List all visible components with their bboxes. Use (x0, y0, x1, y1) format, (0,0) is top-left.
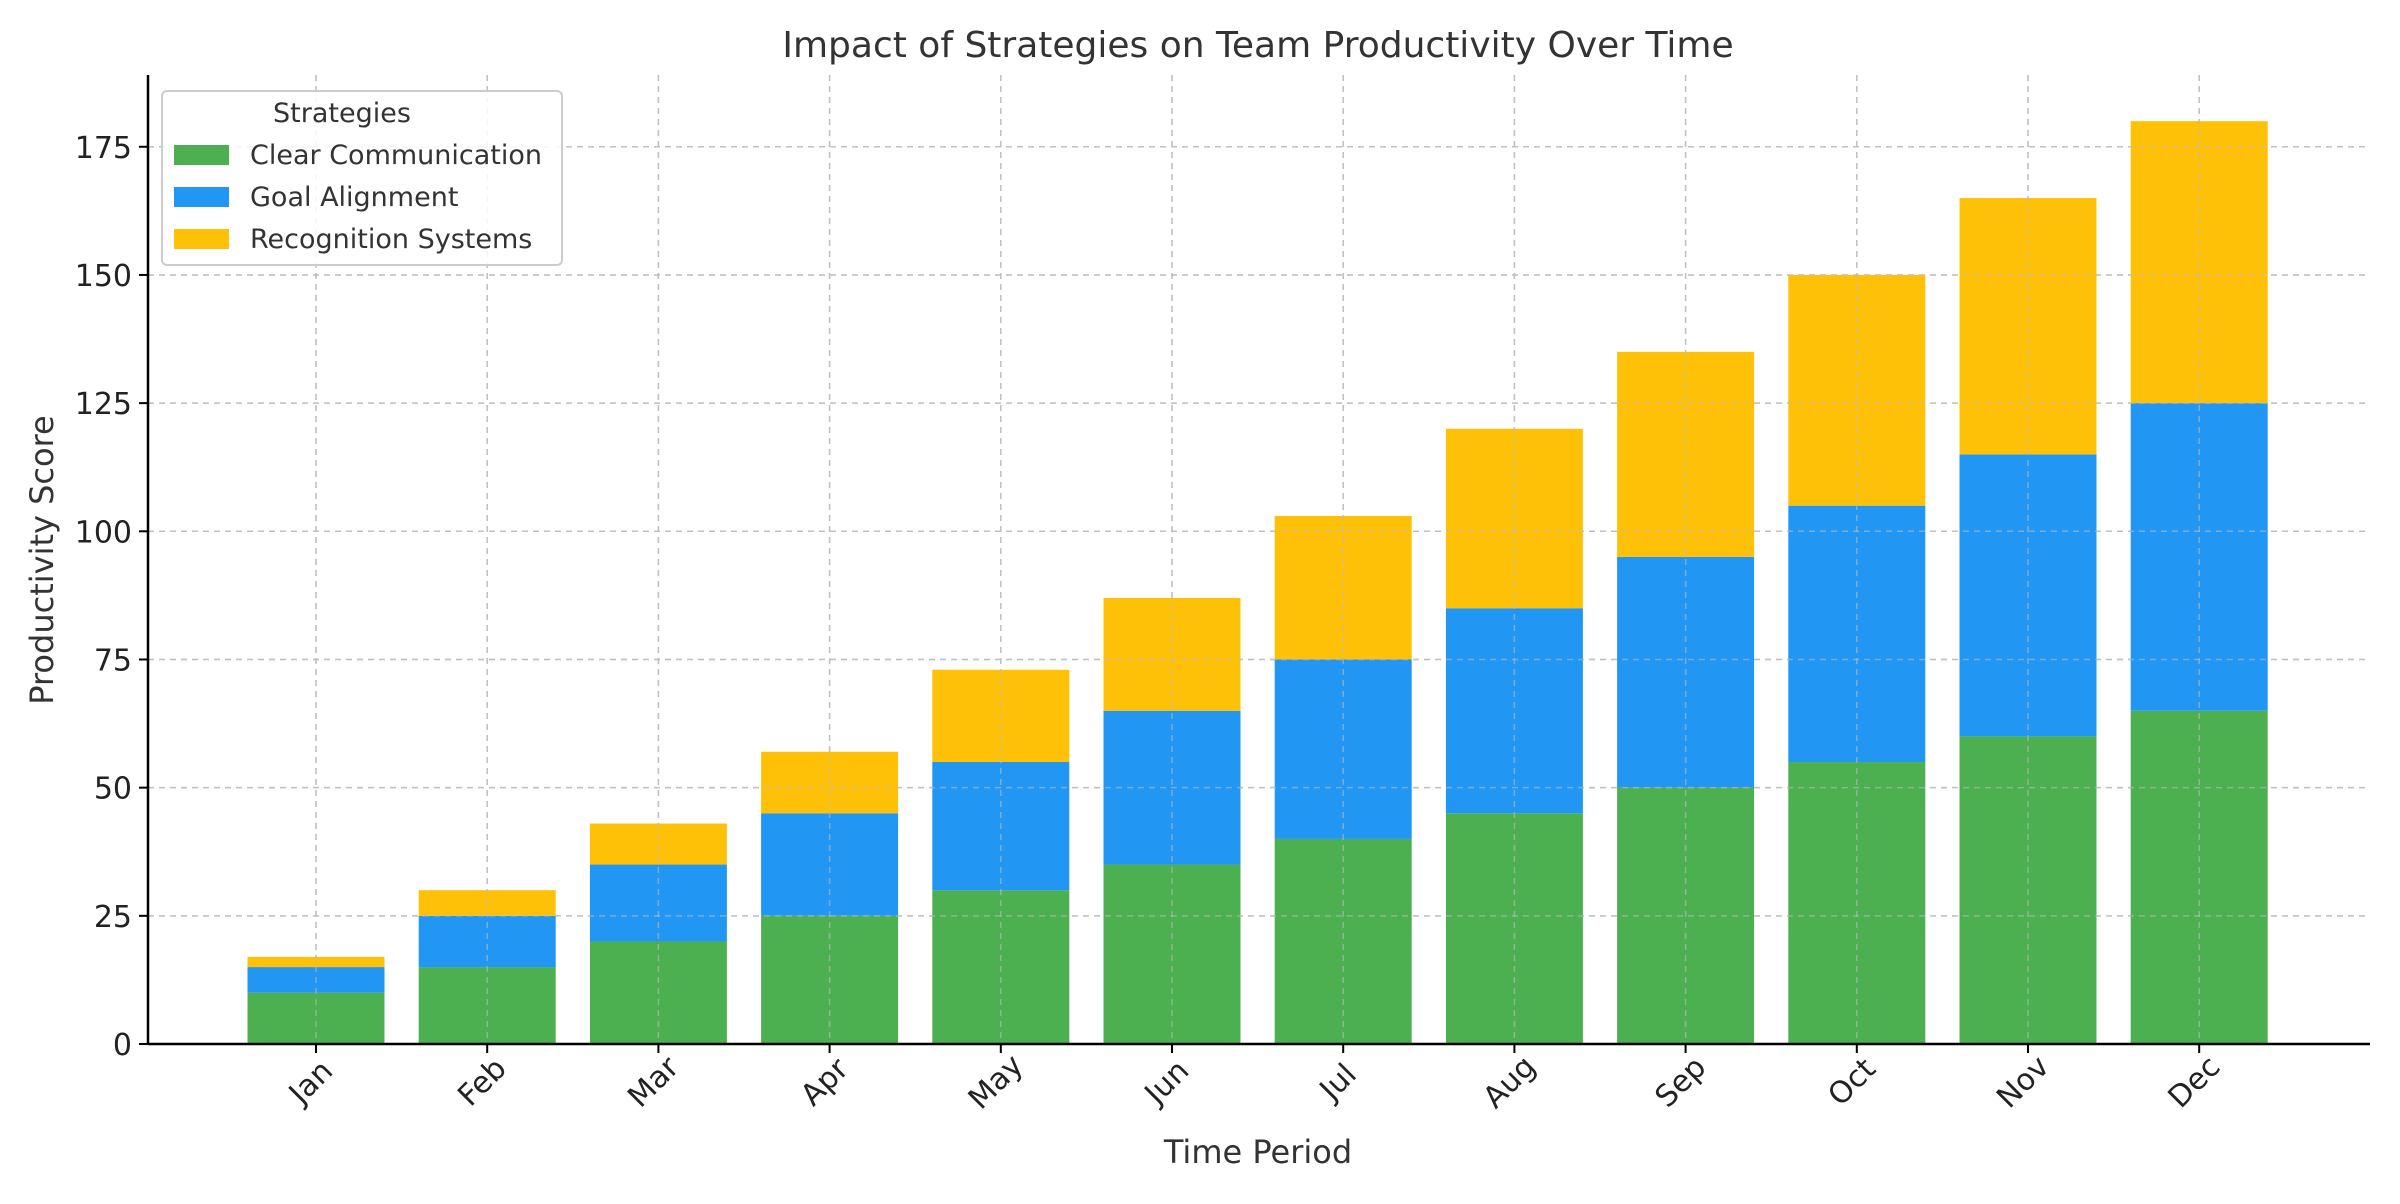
x-tick-label: Mar (621, 1049, 686, 1114)
legend-label: Clear Communication (250, 140, 542, 171)
legend-box (161, 90, 563, 266)
legend-swatch (174, 145, 229, 165)
y-tick-label: 50 (94, 772, 132, 807)
legend-label: Recognition Systems (250, 224, 532, 255)
legend-title: Strategies (273, 98, 411, 129)
y-tick-label: 125 (75, 387, 132, 422)
bar-aug-clear-communication (1445, 813, 1583, 1044)
x-tick-label: Apr (794, 1051, 856, 1113)
x-tick-label: Jun (1137, 1053, 1196, 1112)
bars (148, 75, 2370, 1045)
x-tick-label: Jul (1312, 1057, 1364, 1109)
y-tick-label: 25 (94, 900, 132, 935)
bar-oct-recognition-systems (1788, 274, 1926, 506)
bar-nov-recognition-systems (1959, 198, 2097, 455)
y-axis-label: Productivity Score (23, 415, 61, 705)
bar-jul-clear-communication (1274, 838, 1412, 1044)
y-tick-label: 100 (75, 515, 132, 550)
y-tick-label: 0 (113, 1028, 132, 1063)
x-tick-label: Feb (451, 1051, 513, 1113)
x-tick-label: Dec (2162, 1049, 2228, 1115)
x-tick-label: May (962, 1048, 1031, 1117)
legend: Strategies Clear Communication Goal Alignm… (161, 90, 563, 266)
y-tick-label: 175 (75, 131, 132, 166)
bar-oct-goal-alignment (1788, 505, 1926, 763)
legend-label: Goal Alignment (250, 182, 458, 213)
bar-apr-goal-alignment (761, 813, 899, 916)
bar-jan-recognition-systems (247, 956, 385, 968)
x-tick-label: Nov (1990, 1049, 2056, 1115)
x-axis-label: Time Period (1163, 1133, 1352, 1171)
x-tick-label: Sep (1649, 1050, 1714, 1115)
legend-swatch (174, 229, 229, 249)
y-tick-label: 75 (94, 643, 132, 678)
legend-swatch (174, 187, 229, 207)
x-tick-label: Jan (281, 1054, 340, 1113)
x-tick-label: Oct (1821, 1051, 1883, 1113)
x-tick-label: Aug (1477, 1049, 1543, 1115)
y-tick-label: 150 (75, 259, 132, 294)
chart-title: Impact of Strategies on Team Productivit… (782, 25, 1733, 66)
